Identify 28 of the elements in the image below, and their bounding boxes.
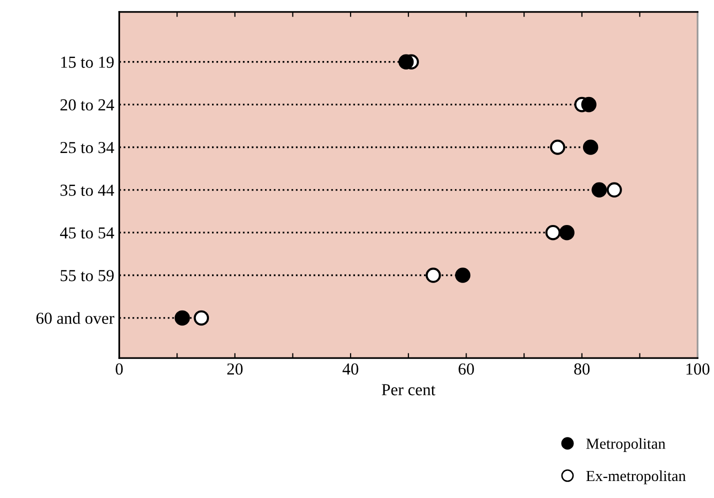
- y-tick-label: 20 to 24: [60, 99, 114, 111]
- y-tick-label: 25 to 34: [60, 142, 114, 154]
- x-tick-label: 0: [116, 363, 123, 375]
- point: [426, 268, 441, 283]
- x-tick-label: 80: [574, 363, 590, 375]
- x-axis-title: Per cent: [382, 384, 436, 396]
- x-tick-label: 60: [458, 363, 474, 375]
- y-tick-label: 55 to 59: [60, 270, 114, 282]
- point: [582, 140, 598, 155]
- point: [550, 140, 566, 155]
- legend-label: Ex-metropolitan: [586, 470, 686, 484]
- point: [398, 54, 414, 70]
- y-tick-label: 45 to 54: [60, 227, 114, 239]
- legend-label: Metropolitan: [586, 438, 666, 452]
- point: [559, 224, 575, 240]
- point: [174, 310, 190, 326]
- x-tick-label: 100: [686, 363, 710, 375]
- y-tick-label: 35 to 44: [60, 184, 114, 196]
- x-tick-label: 20: [227, 363, 243, 375]
- point: [581, 96, 596, 112]
- x-tick-label: 40: [342, 363, 358, 375]
- point: [545, 224, 561, 240]
- point: [455, 268, 470, 283]
- y-tick-label: 60 and over: [36, 312, 114, 324]
- point: [606, 182, 622, 198]
- y-tick-label: 15 to 19: [61, 56, 114, 68]
- point: [194, 310, 209, 326]
- point: [592, 182, 607, 198]
